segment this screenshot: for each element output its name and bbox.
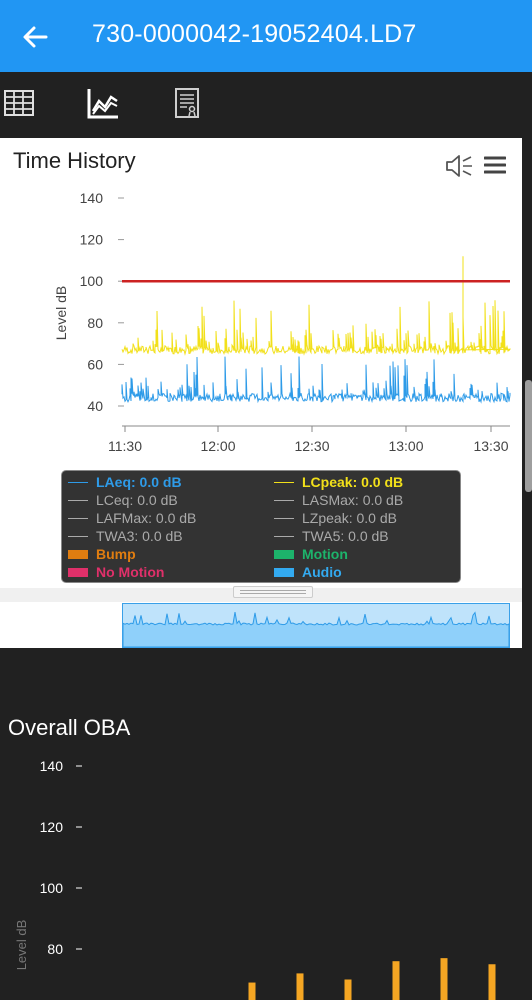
file-title: 730-0000042-19052404.LD7 xyxy=(92,20,417,48)
legend-swatch xyxy=(274,517,294,519)
y-tick-label: 140 xyxy=(80,190,104,206)
arrow-left-icon[interactable] xyxy=(20,22,50,52)
overall-oba-chart[interactable]: 140 120 100 80 Level dB xyxy=(0,745,532,1000)
legend-label: LCeq: 0.0 dB xyxy=(96,492,178,508)
time-history-chart[interactable]: 140 120 100 80 60 40 Level dB 11:30 12:00 12:30 13… xyxy=(0,138,522,468)
legend-item[interactable]: TWA5: 0.0 dB xyxy=(274,528,389,544)
oba-y-tick-label: 120 xyxy=(40,819,64,835)
legend-item[interactable]: LASMax: 0.0 dB xyxy=(274,492,403,508)
y-tick-label: 80 xyxy=(87,315,103,331)
overall-oba-title: Overall OBA xyxy=(8,715,131,740)
x-tick-label: 12:30 xyxy=(294,438,329,454)
legend-swatch xyxy=(68,535,88,537)
legend-item[interactable]: TWA3: 0.0 dB xyxy=(68,528,183,544)
y-tick-label: 100 xyxy=(80,273,104,289)
legend-swatch xyxy=(68,517,88,519)
legend-label: Bump xyxy=(96,546,136,562)
legend-item[interactable]: Motion xyxy=(274,546,348,562)
legend-item[interactable]: LAeq: 0.0 dB xyxy=(68,474,182,490)
x-tick-label: 13:00 xyxy=(388,438,423,454)
grid-table-icon[interactable] xyxy=(2,86,36,120)
legend-swatch xyxy=(274,549,294,559)
legend-label: LAFMax: 0.0 dB xyxy=(96,510,197,526)
legend-swatch xyxy=(68,567,88,577)
legend-swatch xyxy=(274,535,294,537)
splitter-handle[interactable] xyxy=(233,586,313,598)
legend-item[interactable]: LCpeak: 0.0 dB xyxy=(274,474,403,490)
oba-y-tick-label: 100 xyxy=(40,880,64,896)
legend-swatch xyxy=(274,567,294,577)
oba-bar[interactable] xyxy=(440,958,448,1000)
navigator-area xyxy=(122,611,510,648)
legend-label: LASMax: 0.0 dB xyxy=(302,492,404,508)
app-bar: 730-0000042-19052404.LD7 xyxy=(0,0,532,72)
chart-legend: LAeq: 0.0 dB LCpeak: 0.0 dB LCeq: 0.0 dB LA… xyxy=(61,470,461,583)
oba-y-tick-label: 140 xyxy=(40,758,64,774)
scrollbar-thumb[interactable] xyxy=(525,380,532,492)
oba-bar[interactable] xyxy=(248,982,256,1000)
view-toolbar xyxy=(0,72,532,138)
legend-item[interactable]: Audio xyxy=(274,564,342,580)
legend-swatch xyxy=(68,499,88,501)
legend-label: Audio xyxy=(302,564,342,580)
legend-label: TWA3: 0.0 dB xyxy=(96,528,183,544)
oba-bar[interactable] xyxy=(488,964,496,1000)
legend-label: TWA5: 0.0 dB xyxy=(302,528,389,544)
oba-bar[interactable] xyxy=(296,973,304,1000)
legend-label: LZpeak: 0.0 dB xyxy=(302,510,397,526)
legend-item[interactable]: No Motion xyxy=(68,564,164,580)
legend-label: LAeq: 0.0 dB xyxy=(96,474,182,490)
speaker-icon[interactable] xyxy=(444,152,474,180)
y-tick-label: 60 xyxy=(87,356,103,372)
legend-swatch xyxy=(68,481,88,483)
legend-item[interactable]: LAFMax: 0.0 dB xyxy=(68,510,196,526)
time-history-title: Time History xyxy=(13,148,136,173)
hamburger-menu-icon[interactable] xyxy=(484,156,506,174)
legend-label: Motion xyxy=(302,546,348,562)
legend-swatch xyxy=(274,481,294,483)
legend-item[interactable]: LZpeak: 0.0 dB xyxy=(274,510,397,526)
legend-item[interactable]: Bump xyxy=(68,546,136,562)
y-tick-label: 120 xyxy=(80,232,104,248)
x-tick-label: 11:30 xyxy=(108,438,142,454)
navigator-sparkline xyxy=(122,611,510,648)
x-tick-label: 13:30 xyxy=(473,438,508,454)
line-chart-icon[interactable] xyxy=(86,86,120,120)
series-lcpeak-line xyxy=(121,256,512,356)
oba-bar[interactable] xyxy=(344,979,352,1000)
x-tick-label: 12:00 xyxy=(200,438,235,454)
legend-swatch xyxy=(274,499,294,501)
legend-label: LCpeak: 0.0 dB xyxy=(302,474,404,490)
navigator-range[interactable] xyxy=(122,603,510,648)
oba-y-axis-label: Level dB xyxy=(14,920,29,971)
y-tick-label: 40 xyxy=(87,398,103,414)
report-icon[interactable] xyxy=(170,86,204,120)
legend-item[interactable]: LCeq: 0.0 dB xyxy=(68,492,178,508)
oba-y-tick-label: 80 xyxy=(47,941,63,957)
y-axis-label: Level dB xyxy=(53,286,69,340)
legend-label: No Motion xyxy=(96,564,165,580)
legend-swatch xyxy=(68,549,88,559)
time-history-panel: 140 120 100 80 60 40 Level dB 11:30 12:00 12:30 13… xyxy=(0,138,522,648)
series-laeq-line xyxy=(121,356,511,404)
oba-bar[interactable] xyxy=(392,961,400,1000)
